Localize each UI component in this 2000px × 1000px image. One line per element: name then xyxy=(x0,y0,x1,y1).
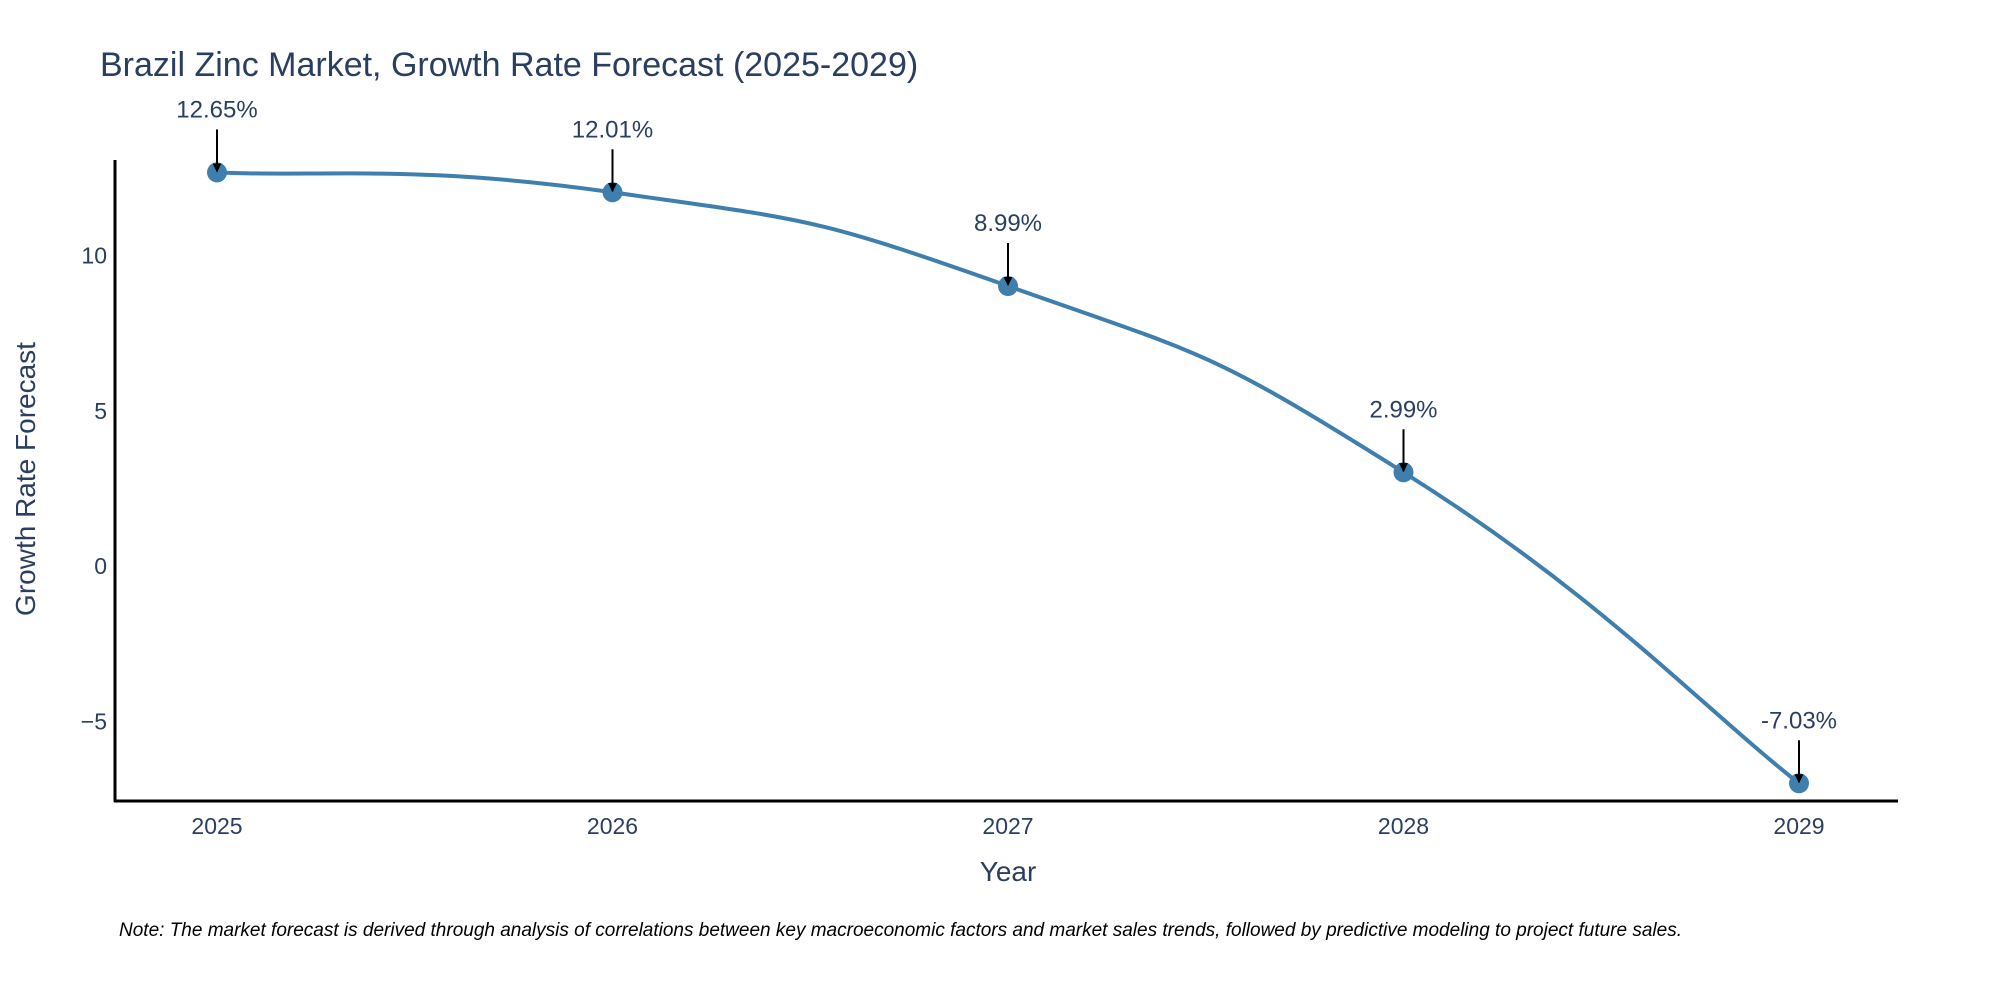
axes: −5 0 5 10 2025 2026 2027 2028 2029 xyxy=(81,160,1898,839)
chart-title: Brazil Zinc Market, Growth Rate Forecast… xyxy=(100,46,919,84)
x-tick-label: 2028 xyxy=(1378,813,1429,839)
y-tick-label: 0 xyxy=(94,553,107,579)
footnote: Note: The market forecast is derived thr… xyxy=(119,920,1682,941)
series-line xyxy=(215,170,1801,786)
data-label: 2.99% xyxy=(1369,396,1437,423)
x-tick-label: 2027 xyxy=(982,813,1033,839)
data-point[interactable] xyxy=(1789,773,1809,794)
y-axis-title: Growth Rate Forecast xyxy=(10,342,41,616)
series-layer xyxy=(207,162,1809,794)
x-tick-label: 2029 xyxy=(1773,813,1824,839)
data-label: -7.03% xyxy=(1761,707,1837,734)
y-tick-label: 10 xyxy=(81,243,107,269)
data-label: 12.01% xyxy=(572,116,653,143)
y-tick-label: −5 xyxy=(81,708,107,734)
y-tick-label: 5 xyxy=(94,398,107,424)
data-point[interactable] xyxy=(602,182,623,203)
data-label: 12.65% xyxy=(176,96,257,123)
x-tick-label: 2025 xyxy=(191,813,242,839)
data-point[interactable] xyxy=(1393,462,1414,483)
data-point[interactable] xyxy=(998,276,1018,297)
x-axis-title: Year xyxy=(979,856,1037,887)
annotations: 12.65% 12.01% 8.99% 2.99% -7.03% xyxy=(176,96,1837,784)
data-point[interactable] xyxy=(207,162,227,183)
data-label: 8.99% xyxy=(974,210,1042,237)
x-tick-label: 2026 xyxy=(587,813,638,839)
